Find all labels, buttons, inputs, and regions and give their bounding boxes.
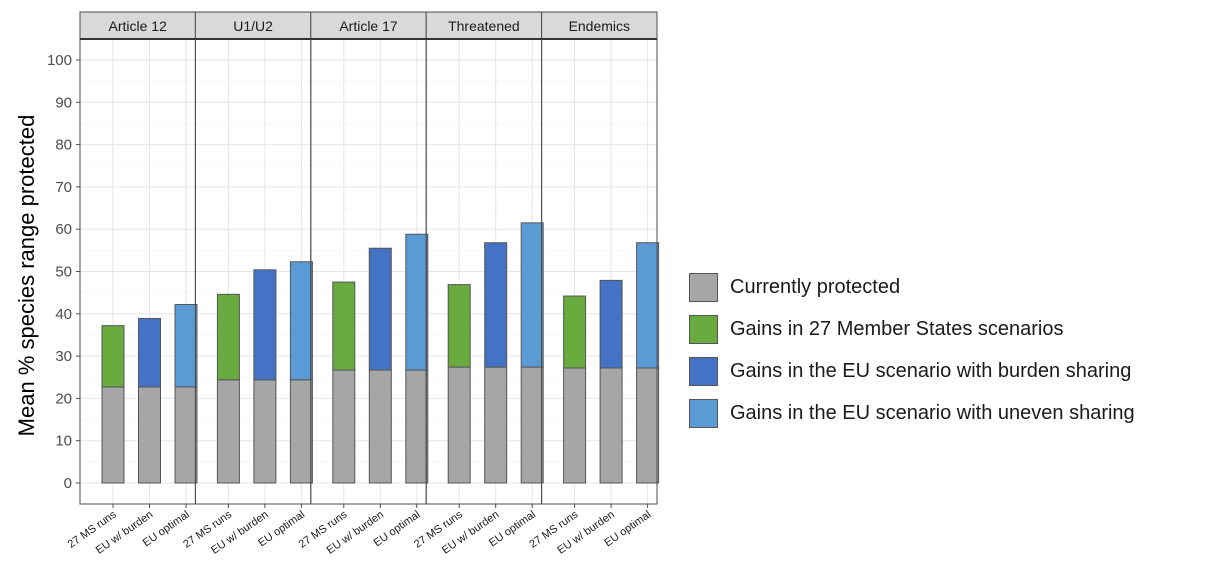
legend-item-currently-protected: Currently protected: [689, 266, 1135, 308]
y-tick-label: 10: [55, 433, 72, 450]
legend-item-gains-eu-burden: Gains in the EU scenario with burden sha…: [689, 350, 1135, 392]
y-tick-label: 90: [55, 94, 72, 111]
bar-gain: [174, 303, 198, 388]
bar-currently-protected: [563, 367, 587, 484]
bar-gain: [599, 279, 623, 369]
bar-currently-protected: [599, 367, 623, 484]
y-tick-label: 50: [55, 264, 72, 281]
y-tick-label: 0: [64, 475, 72, 492]
bar-currently-protected: [101, 386, 125, 484]
y-tick-label: 80: [55, 137, 72, 154]
legend-label: Gains in the EU scenario with uneven sha…: [730, 401, 1135, 424]
legend: Currently protected Gains in 27 Member S…: [689, 266, 1135, 434]
y-axis-label: Mean % species range protected: [14, 115, 39, 437]
bar-currently-protected: [447, 366, 471, 484]
bar-currently-protected: [289, 379, 313, 484]
y-tick-label: 70: [55, 179, 72, 196]
legend-swatch-currently-protected: [689, 272, 718, 302]
bar-currently-protected: [216, 379, 240, 484]
facet-label: Article 17: [339, 18, 398, 34]
bar-currently-protected: [138, 386, 161, 484]
bar-gain: [289, 261, 313, 381]
bar-currently-protected: [332, 369, 356, 484]
facet-label: Article 12: [109, 18, 168, 34]
facet-strip: [425, 11, 543, 40]
legend-item-gains-27-ms: Gains in 27 Member States scenarios: [689, 308, 1135, 350]
bar-currently-protected: [368, 369, 392, 484]
bar-gain: [101, 325, 125, 388]
legend-swatch-gains-27-ms: [689, 314, 718, 344]
y-tick-label: 40: [55, 306, 72, 323]
bar-gain: [484, 242, 508, 368]
bar-currently-protected: [520, 366, 544, 484]
facet-strip: [541, 11, 658, 40]
legend-item-gains-eu-uneven: Gains in the EU scenario with uneven sha…: [689, 392, 1135, 434]
y-tick-label: 20: [55, 390, 72, 407]
facet-strip: [79, 11, 196, 40]
legend-label: Gains in 27 Member States scenarios: [730, 317, 1064, 340]
y-tick-label: 30: [55, 348, 72, 365]
bar-currently-protected: [636, 367, 660, 484]
y-tick-label: 100: [47, 52, 72, 69]
bar-gain: [520, 222, 544, 368]
bar-gain: [216, 293, 240, 381]
bar-gain: [332, 281, 356, 371]
bar-currently-protected: [174, 386, 198, 484]
bar-gain: [253, 269, 277, 381]
legend-label: Currently protected: [730, 275, 901, 298]
bar-gain: [563, 295, 587, 369]
bar-currently-protected: [405, 369, 429, 484]
bar-gain: [447, 284, 471, 368]
bar-currently-protected: [253, 379, 277, 484]
legend-label: Gains in the EU scenario with burden sha…: [730, 359, 1132, 382]
facet-strip: [194, 11, 312, 40]
facet-label: Endemics: [569, 18, 630, 34]
bar-gain: [405, 233, 429, 371]
legend-swatch-gains-eu-uneven: [689, 398, 718, 428]
facet-label: Threatened: [448, 18, 520, 34]
bar-gain: [138, 317, 161, 388]
facet-strip: [310, 11, 427, 40]
y-tick-label: 60: [55, 221, 72, 238]
facet-label: U1/U2: [233, 18, 273, 34]
legend-swatch-gains-eu-burden: [689, 356, 718, 386]
bar-currently-protected: [484, 366, 508, 484]
bar-gain: [368, 247, 392, 371]
bar-gain: [636, 242, 660, 369]
